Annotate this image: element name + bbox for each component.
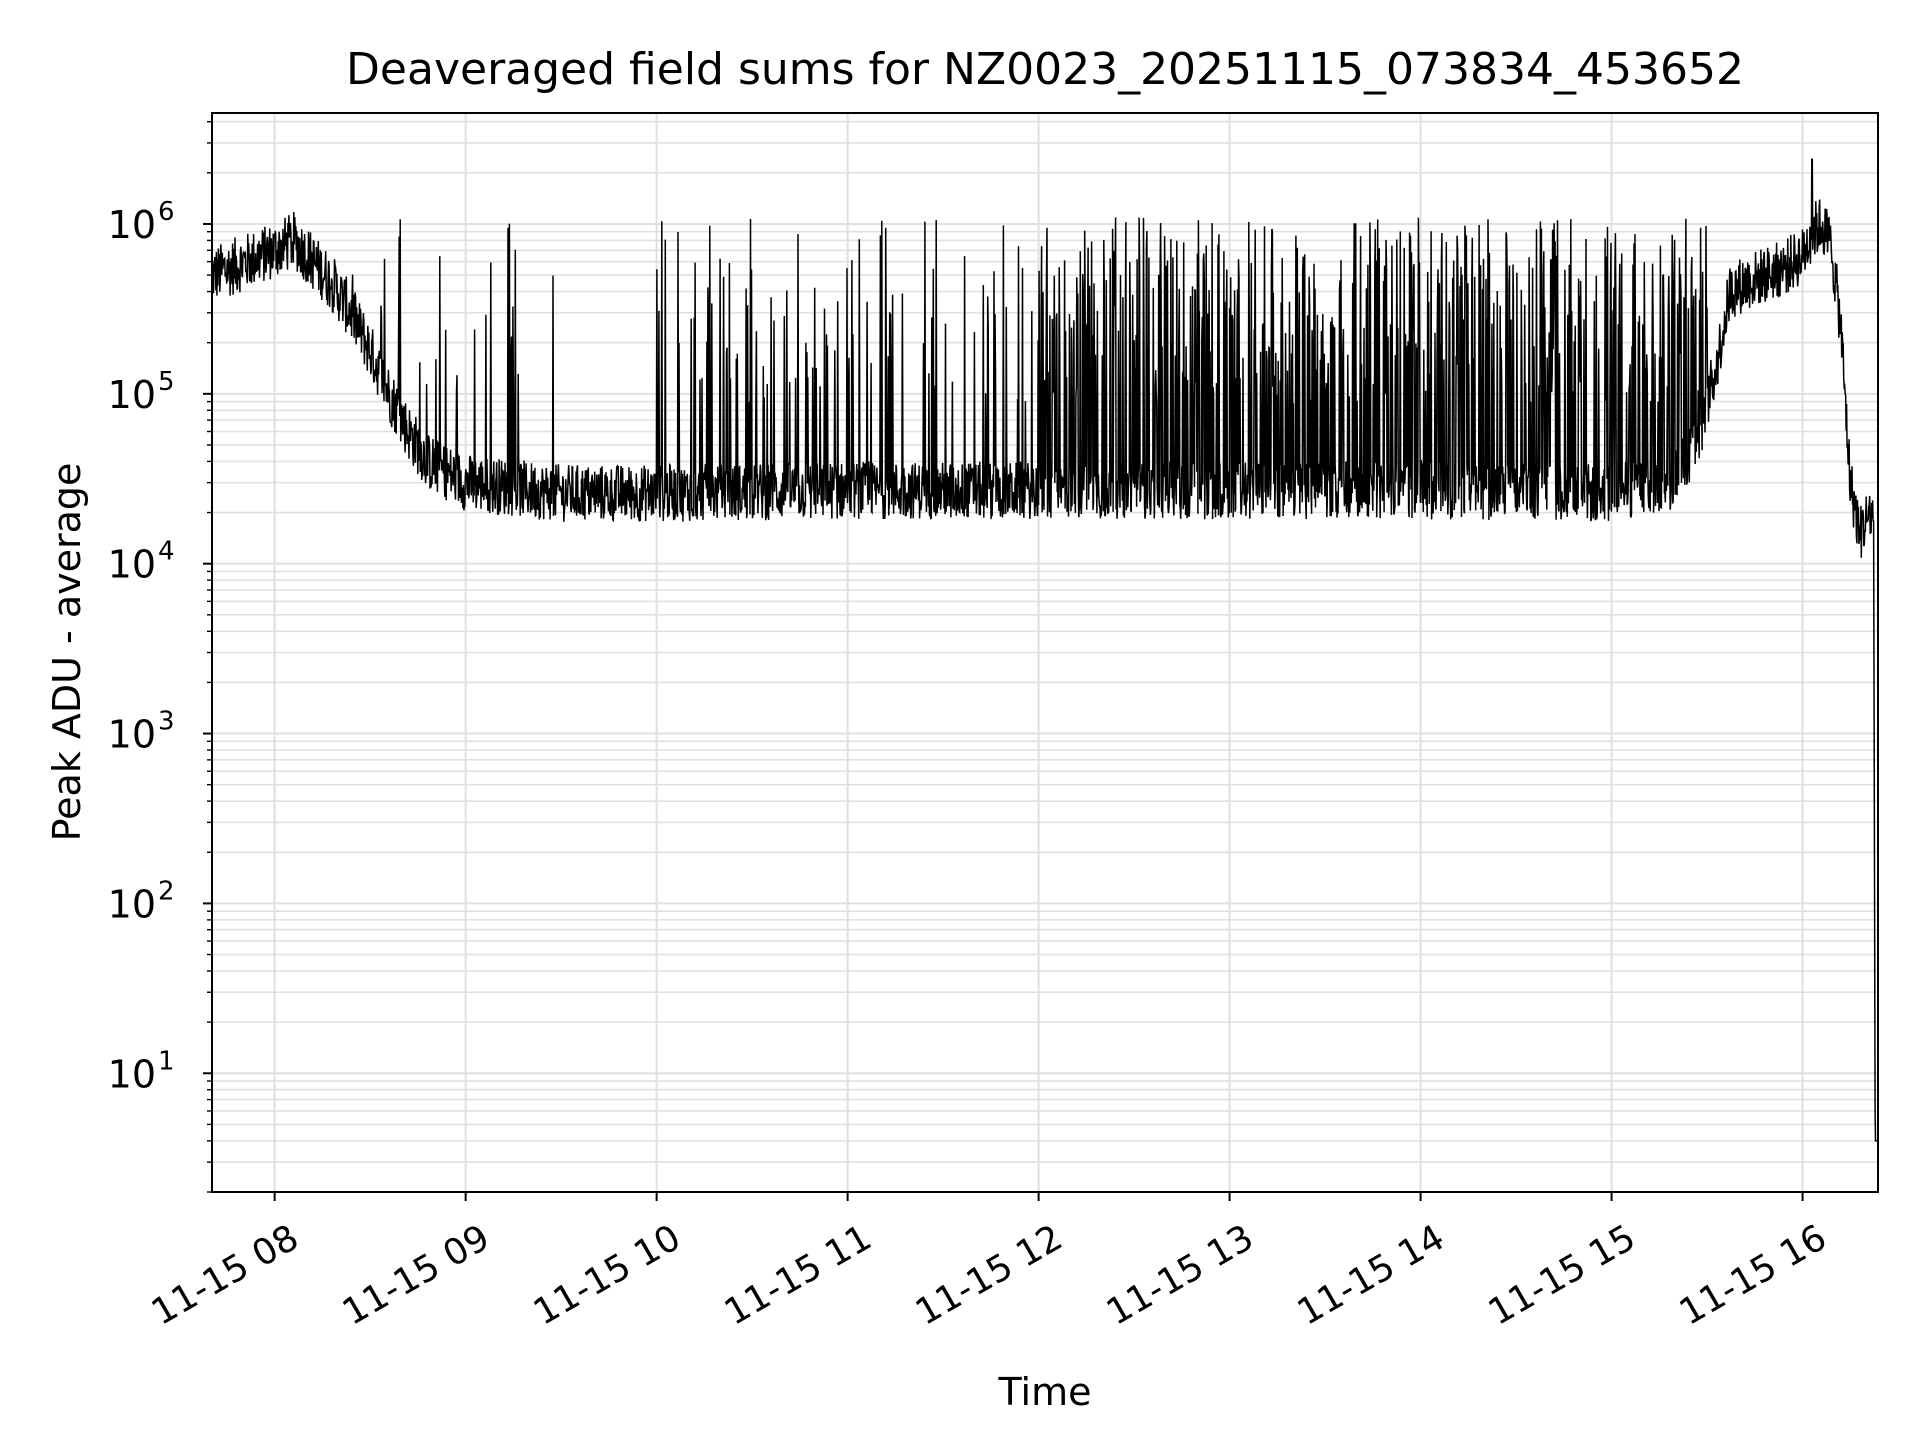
tick-layer: [203, 120, 1804, 1201]
y-tick-label: 10: [108, 203, 156, 247]
chart-title: Deaveraged field sums for NZ0023_2025111…: [346, 44, 1744, 95]
y-tick-label: 10: [108, 543, 156, 587]
y-tick-label: 10: [108, 1052, 156, 1096]
data-layer: [211, 158, 1878, 1142]
y-tick-label-exponent: 1: [158, 1046, 175, 1076]
y-axis-label: Peak ADU - average: [45, 463, 89, 842]
series-line: [211, 158, 1878, 1142]
grid-layer: [212, 113, 1878, 1193]
y-tick-label: 10: [108, 373, 156, 417]
y-tick-label: 10: [108, 713, 156, 757]
y-tick-label-exponent: 4: [158, 537, 175, 567]
y-tick-label: 10: [108, 882, 156, 926]
y-tick-label-exponent: 3: [158, 707, 175, 737]
y-tick-label-exponent: 6: [158, 197, 175, 227]
y-tick-label-exponent: 2: [158, 876, 175, 906]
y-tick-label-exponent: 5: [158, 367, 175, 397]
x-axis-label: Time: [998, 1370, 1092, 1414]
